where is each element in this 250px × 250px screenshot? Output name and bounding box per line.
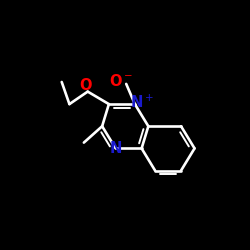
Text: N$^+$: N$^+$ xyxy=(130,94,154,111)
Text: O: O xyxy=(80,78,92,93)
Text: O$^-$: O$^-$ xyxy=(109,73,134,89)
Text: N: N xyxy=(110,141,122,156)
